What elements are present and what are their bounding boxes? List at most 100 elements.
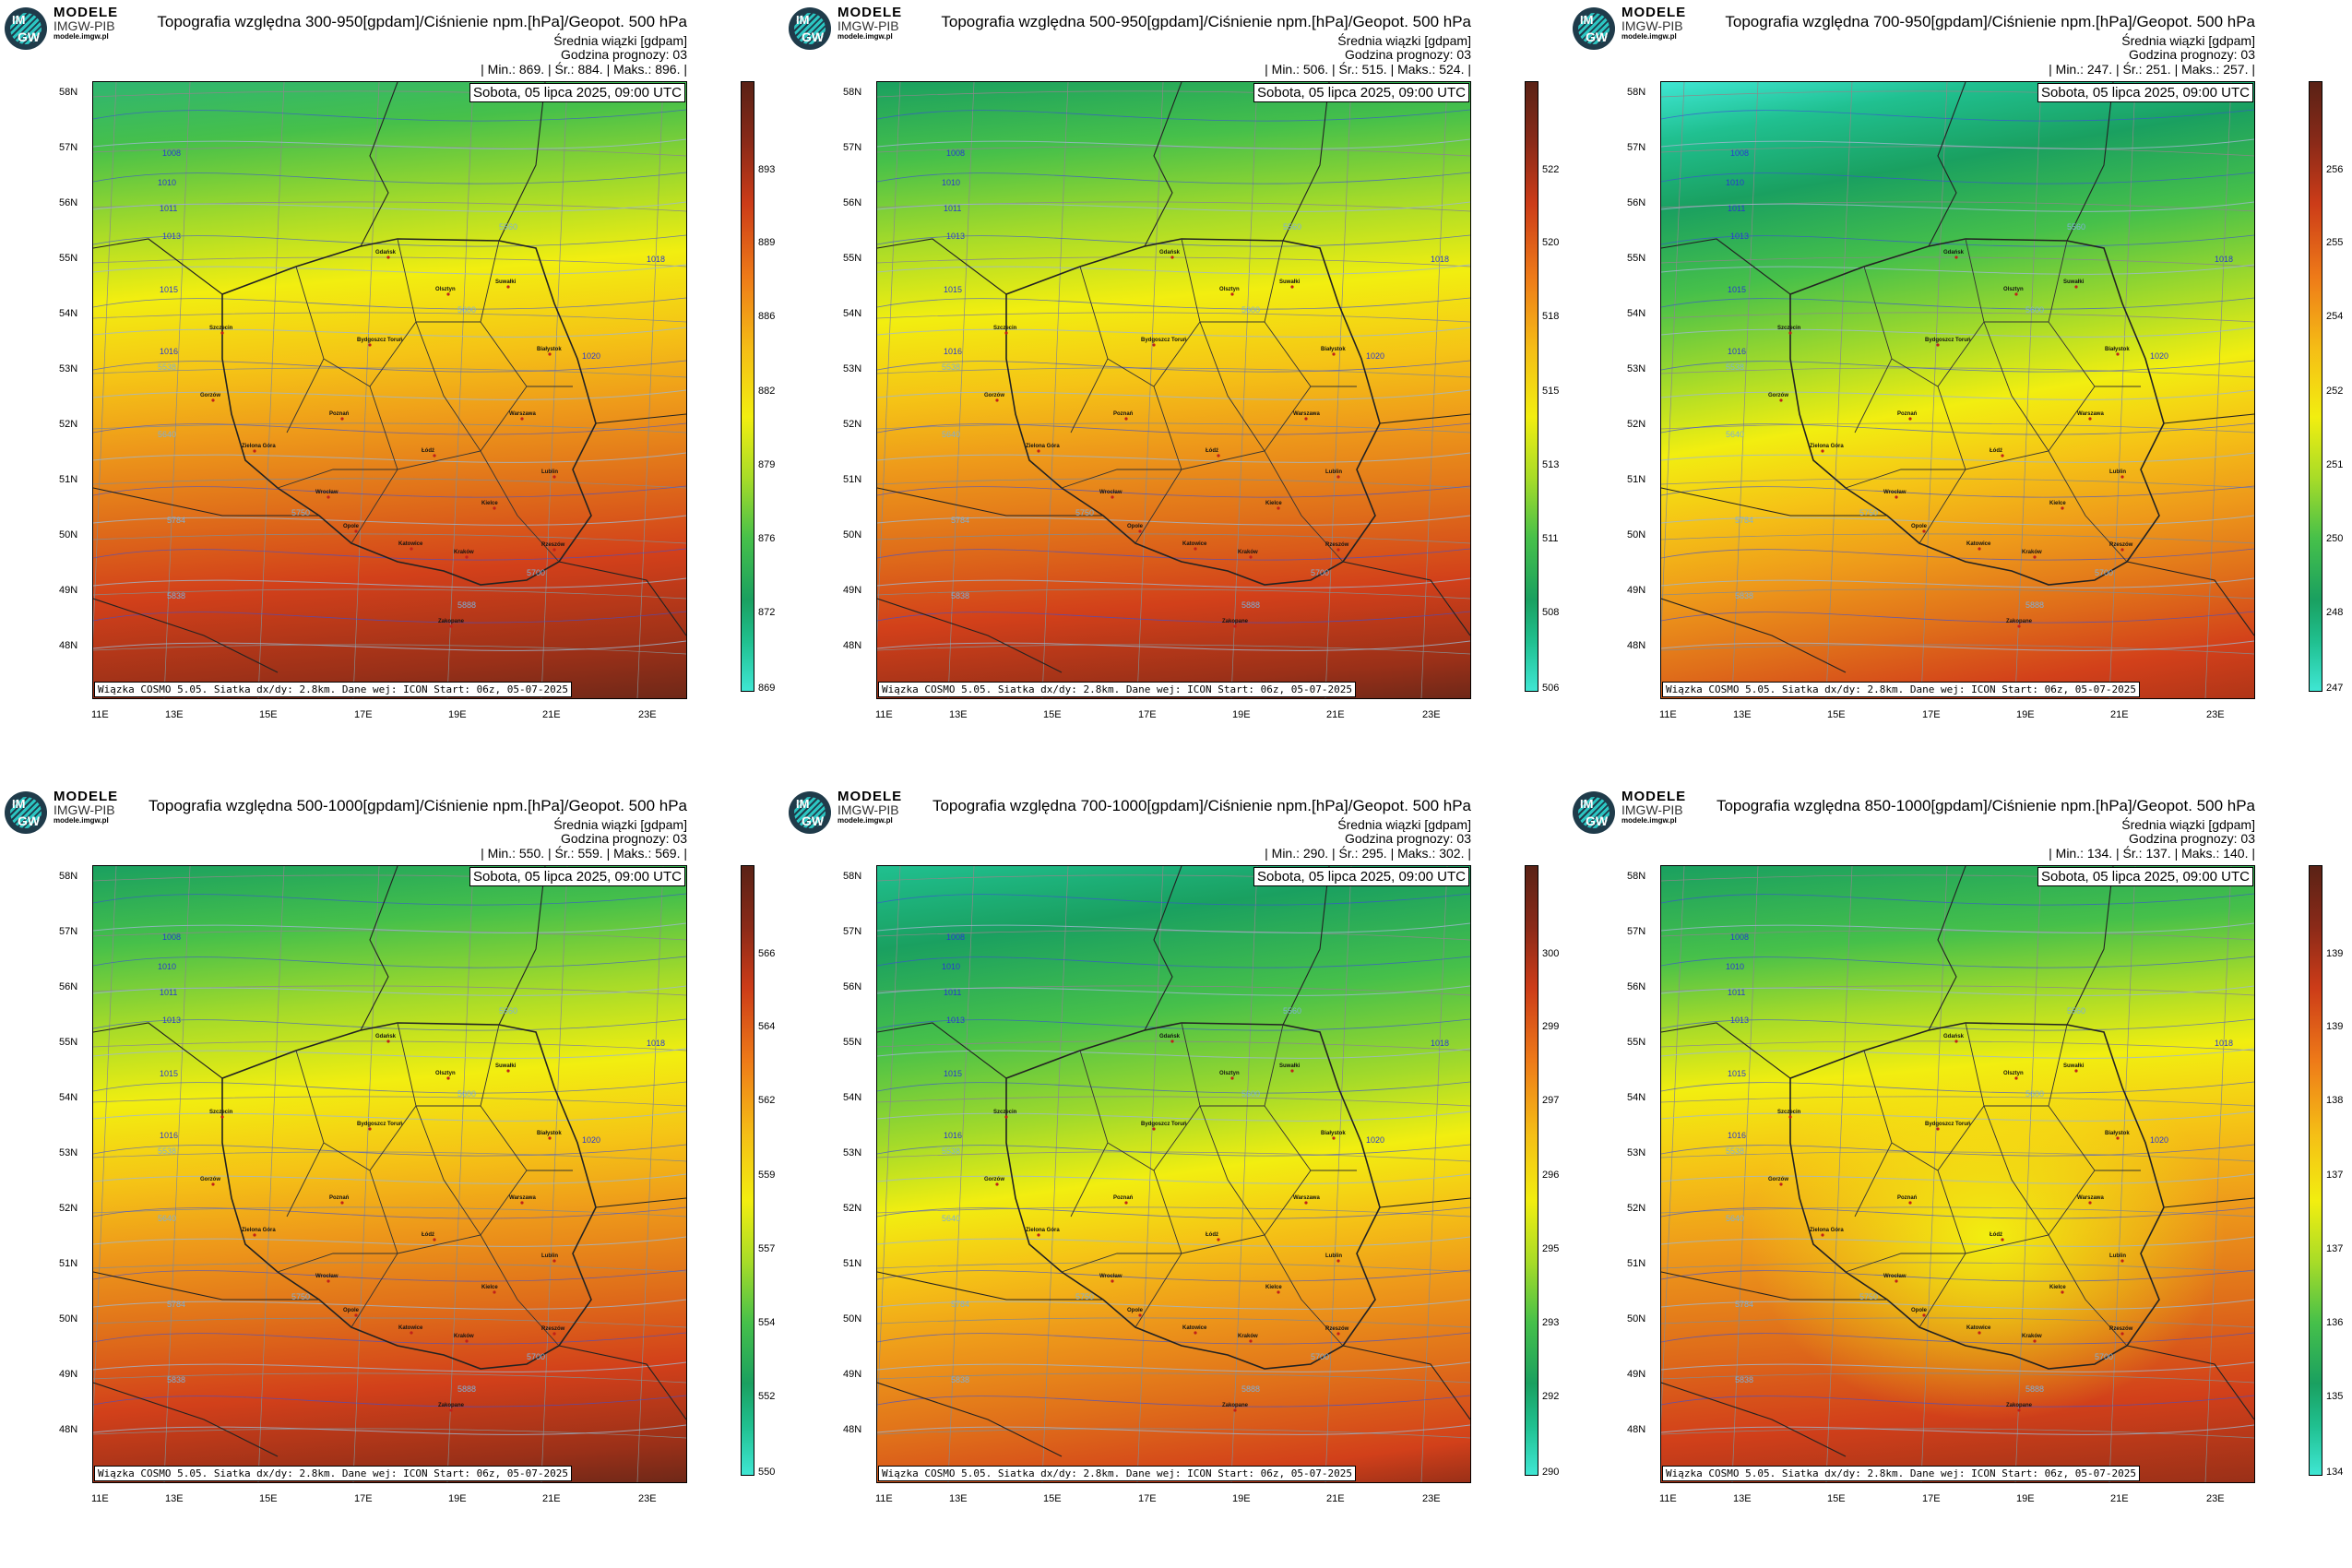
scale-tick: 518 (1542, 311, 1560, 322)
city-marker (1304, 417, 1308, 421)
graticule-line (93, 146, 686, 157)
brand-text: MODELE IMGW-PIB modele.imgw.pl (53, 5, 119, 41)
graticule-line (93, 312, 686, 323)
country-border (1379, 413, 1470, 424)
isobar-label: 1008 (1730, 148, 1749, 158)
geopotential-line (1661, 1236, 2254, 1247)
isobar-line (877, 422, 1470, 435)
longitude-label: 11E (1659, 1493, 1677, 1504)
isobar-label: 1015 (1728, 285, 1746, 294)
latitude-label: 55N (843, 253, 862, 264)
city-label: Bydgoszcz Toruń (1925, 338, 1971, 343)
city-marker (1037, 449, 1040, 453)
graticule-line (1661, 930, 2254, 941)
map-area: Gdańsk Olsztyn Suwałki Szczecin Bydgoszcz To… (876, 865, 1471, 1483)
isobar-label: 1013 (162, 1016, 181, 1025)
longitude-label: 23E (2206, 1493, 2225, 1504)
city-marker (1336, 1259, 1340, 1263)
region-border (1264, 450, 1344, 563)
graticule-line (257, 866, 285, 1482)
graticule-line (2108, 866, 2136, 1482)
latitude-label: 48N (1627, 1424, 1646, 1435)
longitude-label: 19E (448, 1493, 467, 1504)
isobar-label: 1018 (647, 1039, 665, 1048)
isobar-label: 1010 (1726, 178, 1744, 187)
isobar-label: 1011 (160, 204, 177, 213)
latitude-label: 48N (59, 640, 78, 651)
country-border (93, 238, 223, 295)
city-label: Warszawa (2077, 411, 2104, 417)
geopotential-label: 5888 (2025, 1384, 2044, 1394)
isobar-line (877, 611, 1470, 624)
city-label: Zakopane (2006, 1403, 2033, 1408)
city-label: Białystok (537, 1131, 562, 1136)
map-panel-4: IM GW MODELE IMGW-PIB modele.imgw.pl Topo… (0, 784, 784, 1568)
city-marker (220, 1115, 224, 1119)
scale-tick: 511 (1542, 533, 1559, 544)
graticule-line (877, 588, 1470, 600)
isobar-label: 1016 (944, 1131, 962, 1140)
region-border (1845, 1253, 1966, 1273)
city-marker (253, 1233, 256, 1237)
scale-tick: 138 (2326, 1095, 2344, 1106)
graticule-line (1731, 82, 1759, 698)
longitude-label: 15E (1043, 709, 1062, 720)
city-label: Łódź (1206, 1232, 1218, 1238)
map-subtitle: Średnia wiązki [gdpam] (553, 817, 687, 832)
city-marker (552, 1259, 556, 1263)
city-marker (1936, 343, 1940, 347)
city-marker (2074, 285, 2078, 289)
longitude-label: 11E (91, 1493, 109, 1504)
graticule-line (93, 1151, 686, 1162)
isobar-label: 1011 (1728, 204, 1745, 213)
isobar-line (877, 1081, 1470, 1094)
city-label: Białystok (1321, 1131, 1346, 1136)
isobar-label: 1020 (582, 351, 600, 361)
scale-tick: 290 (1542, 1467, 1560, 1478)
longitude-label: 11E (875, 709, 893, 720)
scale-tick: 879 (758, 459, 776, 470)
city-label: Kraków (1238, 550, 1258, 555)
geopotential-label: 5838 (1735, 591, 1753, 600)
scale-tick: 139 (2326, 1021, 2344, 1032)
city-marker (493, 1290, 496, 1294)
isobar-line (1661, 234, 2254, 247)
isobar-line (93, 422, 686, 435)
longitude-label: 19E (2016, 1493, 2035, 1504)
region-border (1070, 1050, 1109, 1218)
graticule-line (877, 1372, 1470, 1384)
city-label: Opole (1911, 524, 1928, 529)
geopotential-line (1661, 1048, 2254, 1059)
isobar-label: 1015 (944, 1069, 962, 1078)
brand-text: MODELE IMGW-PIB modele.imgw.pl (1621, 5, 1687, 41)
city-label: Olsztyn (1219, 1071, 1240, 1076)
isobar-line (1661, 1144, 2254, 1157)
geopotential-line (877, 452, 1470, 463)
model-info: Wiązka COSMO 5.05. Siatka dx/dy: 2.8km. … (878, 1466, 1356, 1481)
model-info: Wiązka COSMO 5.05. Siatka dx/dy: 2.8km. … (878, 682, 1356, 697)
map-overlay: Gdańsk Olsztyn Suwałki Szczecin Bydgoszcz To… (1661, 866, 2254, 1482)
isobar-label: 1018 (2215, 255, 2233, 264)
latitude-label: 58N (1627, 871, 1646, 882)
city-label: Olsztyn (1219, 287, 1240, 292)
map-area: Gdańsk Olsztyn Suwałki Szczecin Bydgoszcz To… (92, 81, 687, 699)
latitude-label: 54N (59, 308, 78, 319)
city-marker (548, 352, 552, 356)
country-border (877, 1382, 1063, 1457)
scale-tick: 550 (758, 1467, 776, 1478)
map-subtitle: Średnia wiązki [gdpam] (2121, 817, 2255, 832)
isobar-label: 1018 (1431, 255, 1449, 264)
geopotential-line (1661, 985, 2254, 996)
latitude-label: 51N (1627, 1258, 1646, 1269)
latitude-label: 57N (843, 142, 862, 153)
map-subtitle: Średnia wiązki [gdpam] (553, 33, 687, 48)
city-label: Opole (343, 1308, 360, 1313)
isobar-line (1661, 548, 2254, 561)
graticule-line (163, 866, 191, 1482)
region-border (1061, 1253, 1182, 1273)
city-label: Katowice (1182, 1325, 1207, 1331)
isobar-label: 1013 (946, 1016, 965, 1025)
country-border (1661, 1382, 1847, 1457)
graticule-line (877, 478, 1470, 489)
graticule-line (93, 1096, 686, 1107)
